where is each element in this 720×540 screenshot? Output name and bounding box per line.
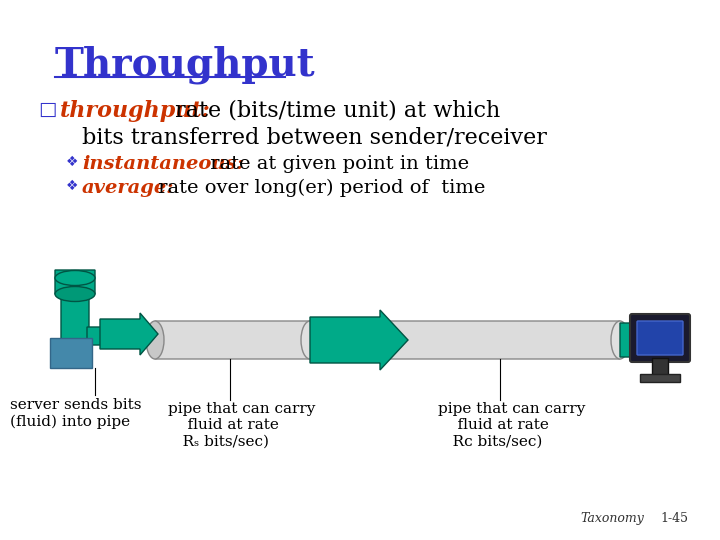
Ellipse shape — [55, 271, 95, 286]
FancyArrow shape — [620, 316, 684, 364]
FancyBboxPatch shape — [637, 321, 683, 355]
FancyBboxPatch shape — [380, 321, 620, 359]
Bar — [640, 374, 680, 382]
FancyBboxPatch shape — [630, 314, 690, 362]
Ellipse shape — [146, 321, 164, 359]
FancyBboxPatch shape — [61, 283, 89, 347]
Text: rate at given point in time: rate at given point in time — [204, 155, 469, 173]
FancyBboxPatch shape — [87, 327, 117, 345]
Text: ❖: ❖ — [66, 155, 78, 169]
FancyArrow shape — [310, 310, 408, 370]
Text: Taxonomy: Taxonomy — [580, 512, 644, 525]
Text: ❖: ❖ — [66, 179, 78, 193]
FancyArrow shape — [100, 313, 158, 355]
FancyBboxPatch shape — [155, 321, 310, 359]
Bar — [50, 338, 92, 368]
Bar — [652, 358, 668, 378]
Ellipse shape — [611, 321, 629, 359]
Text: throughput:: throughput: — [60, 100, 211, 122]
Text: rate over long(er) period of  time: rate over long(er) period of time — [152, 179, 485, 197]
Text: bits transferred between sender/receiver: bits transferred between sender/receiver — [82, 126, 547, 148]
Text: server sends bits
(fluid) into pipe: server sends bits (fluid) into pipe — [10, 398, 142, 429]
Text: pipe that can carry
    fluid at rate
   Rᴄ bits/sec): pipe that can carry fluid at rate Rᴄ bit… — [438, 402, 585, 448]
Text: 1-45: 1-45 — [660, 512, 688, 525]
FancyBboxPatch shape — [55, 270, 95, 294]
Text: rate (bits/time unit) at which: rate (bits/time unit) at which — [168, 100, 500, 122]
Text: average:: average: — [82, 179, 174, 197]
Text: □: □ — [38, 100, 56, 119]
Text: instantaneous:: instantaneous: — [82, 155, 244, 173]
Ellipse shape — [55, 287, 95, 301]
Ellipse shape — [371, 321, 389, 359]
Ellipse shape — [301, 321, 319, 359]
Text: Throughput: Throughput — [55, 45, 315, 84]
Text: pipe that can carry
    fluid at rate
   Rₛ bits/sec): pipe that can carry fluid at rate Rₛ bit… — [168, 402, 315, 448]
